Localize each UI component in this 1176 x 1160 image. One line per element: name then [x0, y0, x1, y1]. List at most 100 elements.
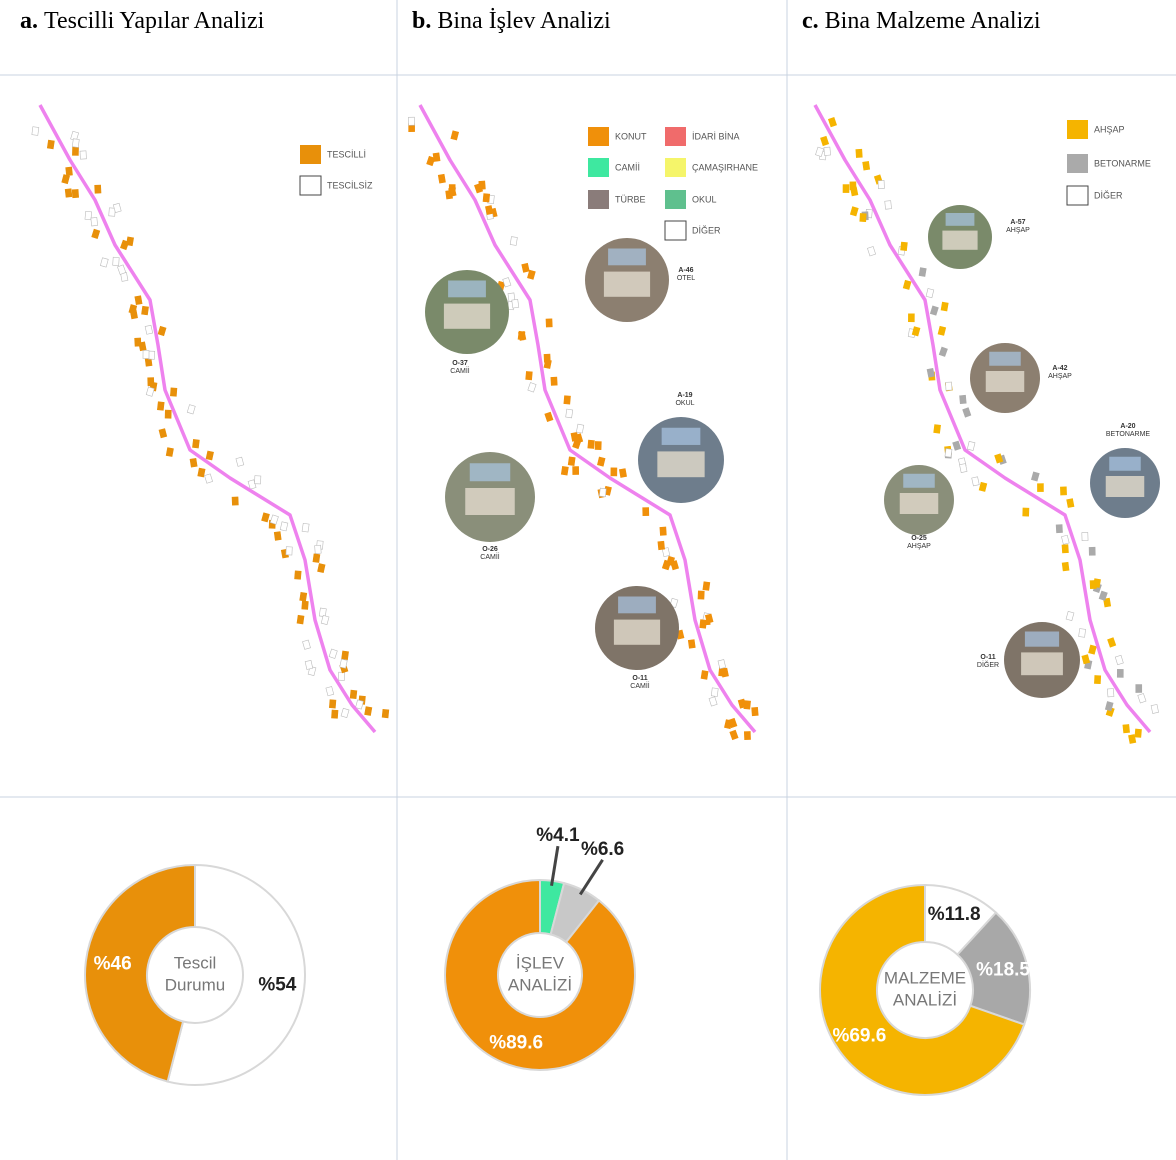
photo-code: O-26 [482, 546, 498, 553]
legend-swatch [588, 190, 609, 209]
building [190, 458, 197, 467]
building [32, 127, 39, 136]
photo-sky [1109, 457, 1141, 471]
header-title: Tescilli Yapılar Analizi [44, 8, 265, 34]
building [703, 582, 710, 591]
building [187, 405, 195, 414]
legend-swatch [588, 127, 609, 146]
building [157, 402, 164, 411]
building [340, 659, 348, 668]
building [820, 136, 828, 145]
building [850, 207, 858, 216]
building [919, 268, 926, 277]
building [329, 649, 337, 658]
building [1115, 655, 1123, 664]
building [878, 180, 884, 188]
building [1082, 655, 1090, 664]
legend-swatch [665, 127, 686, 146]
center-label: Tescil [174, 953, 217, 972]
building [65, 189, 72, 198]
building [303, 640, 311, 649]
building [963, 408, 971, 418]
building [1123, 724, 1130, 733]
header-letter: b. [412, 8, 431, 34]
building [960, 464, 968, 473]
photo-sky [903, 474, 935, 488]
building [145, 325, 153, 334]
building [561, 466, 568, 475]
header-title: Bina İşlev Analizi [437, 8, 611, 34]
building [479, 181, 486, 189]
building [146, 387, 154, 396]
photo-code: A-20 [1120, 423, 1135, 430]
building [1135, 729, 1142, 737]
building [483, 194, 490, 203]
building [930, 306, 938, 315]
building [254, 476, 260, 484]
building [300, 592, 307, 601]
building [113, 257, 120, 265]
legend-label: ÇAMAŞIRHANE [692, 162, 758, 172]
legend-swatch [1067, 154, 1088, 173]
building [72, 189, 79, 197]
legend-swatch [1067, 186, 1088, 205]
building [1067, 499, 1074, 508]
building [972, 477, 980, 486]
building [1061, 535, 1069, 544]
building [573, 466, 579, 474]
building [1138, 694, 1146, 704]
photo-code: A-57 [1010, 219, 1025, 226]
building [236, 457, 244, 466]
photo-type: CAMİİ [630, 681, 650, 690]
building [1089, 547, 1095, 555]
building [159, 429, 167, 438]
photo-type: AHŞAP [907, 543, 931, 550]
building [901, 242, 908, 251]
photo-building [900, 493, 939, 514]
center-label: ANALİZİ [893, 990, 957, 1009]
building [135, 338, 141, 346]
building [47, 140, 54, 149]
building [319, 608, 326, 617]
building [1117, 669, 1123, 677]
building [318, 564, 326, 573]
building [671, 560, 679, 569]
building [903, 280, 911, 289]
legend-label: CAMİİ [615, 162, 640, 172]
value-label: %18.5 [976, 959, 1030, 980]
building [588, 440, 595, 449]
photo-sky [470, 463, 511, 481]
building [568, 457, 575, 466]
value-label: %54 [258, 974, 296, 995]
building [451, 131, 459, 140]
building [867, 247, 875, 256]
building [166, 448, 173, 457]
legend-label: TÜRBE [615, 194, 646, 204]
building [701, 671, 708, 680]
building [564, 396, 571, 404]
building [1151, 704, 1158, 713]
building [313, 554, 320, 563]
building [1089, 645, 1097, 654]
value-label: %4.1 [536, 825, 580, 846]
photo-sky [989, 352, 1021, 366]
building [926, 289, 934, 298]
value-label: %89.6 [489, 1032, 543, 1053]
photo-building [444, 304, 490, 329]
photo-type: CAMİİ [480, 552, 500, 561]
building [331, 710, 338, 718]
value-label: %46 [94, 954, 132, 975]
building [302, 601, 309, 609]
legend-label: KONUT [615, 131, 647, 141]
center-label: Durumu [165, 975, 225, 994]
building [117, 265, 125, 275]
building [305, 660, 313, 669]
building [658, 541, 665, 550]
photo-sky [608, 249, 646, 266]
building [945, 449, 952, 458]
photo-building [465, 488, 515, 515]
photo-sky [448, 281, 486, 298]
building [912, 327, 920, 336]
building [856, 149, 862, 157]
building [274, 532, 281, 541]
